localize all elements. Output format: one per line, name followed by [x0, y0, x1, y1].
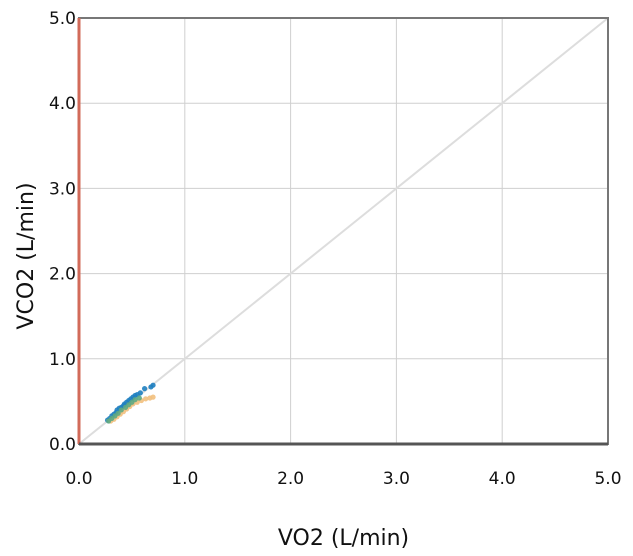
data-point-series-3: [132, 397, 138, 403]
data-point-series-3: [118, 407, 124, 413]
y-tick-labels: 0.0 1.0 2.0 3.0 4.0 5.0: [49, 9, 76, 455]
data-point-series-1: [137, 390, 143, 396]
data-point-series-1: [150, 382, 156, 388]
data-point-series-3: [115, 410, 121, 416]
data-point-series-3: [136, 395, 142, 401]
data-point-series-1: [141, 386, 148, 392]
x-tick-label: 3.0: [383, 469, 410, 489]
y-tick-label: 3.0: [49, 179, 76, 199]
y-tick-label: 1.0: [49, 350, 76, 370]
x-tick-labels: 0.0 1.0 2.0 3.0 4.0 5.0: [65, 469, 621, 489]
y-tick-label: 5.0: [49, 9, 76, 29]
x-tick-label: 4.0: [489, 469, 516, 489]
data-point-series-2: [150, 394, 156, 400]
x-tick-label: 0.0: [65, 469, 92, 489]
y-axis-label: VCO2 (L/min): [14, 182, 39, 329]
identity-reference-line: [78, 17, 609, 445]
y-tick-label: 2.0: [49, 265, 76, 285]
data-point-series-2: [143, 396, 149, 402]
data-points: [104, 382, 156, 424]
x-tick-label: 1.0: [171, 469, 198, 489]
y-tick-label: 0.0: [49, 435, 76, 455]
x-tick-label: 5.0: [594, 469, 621, 489]
x-tick-label: 2.0: [277, 469, 304, 489]
y-tick-label: 4.0: [49, 94, 76, 114]
x-axis-label: VO2 (L/min): [278, 526, 409, 551]
gridlines: [78, 17, 609, 445]
